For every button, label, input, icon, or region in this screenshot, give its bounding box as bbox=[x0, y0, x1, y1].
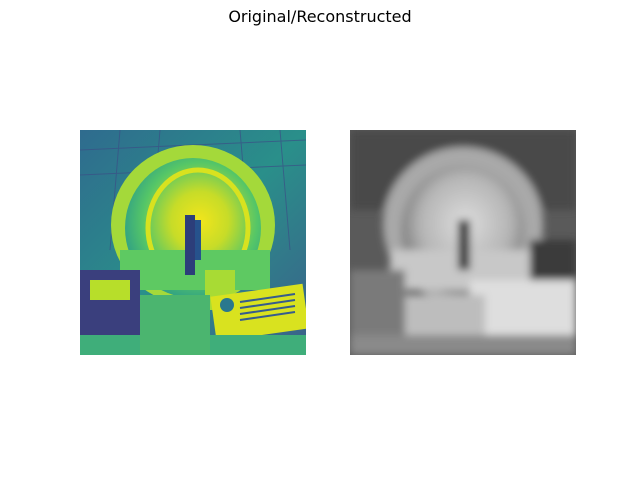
reconstructed-image bbox=[350, 130, 576, 355]
original-image-panel bbox=[80, 130, 306, 355]
original-image bbox=[80, 130, 306, 355]
reconstructed-image-panel bbox=[350, 130, 576, 355]
figure-title: Original/Reconstructed bbox=[228, 7, 412, 26]
